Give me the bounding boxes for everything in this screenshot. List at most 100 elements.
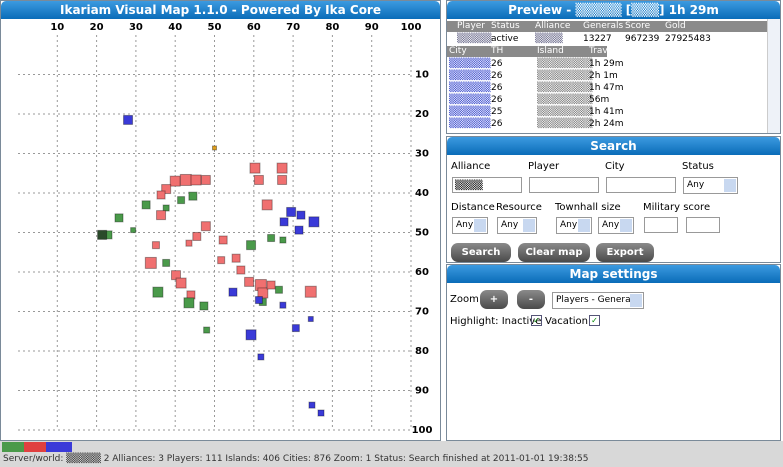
zoom-label: Zoom: [450, 294, 479, 305]
x-tick-label: 100: [401, 22, 422, 33]
label: City: [605, 161, 625, 172]
city-marker: [231, 253, 241, 263]
view-select[interactable]: Players - Generals: [552, 292, 644, 309]
city-marker: [245, 329, 257, 341]
search-title: Search: [447, 137, 780, 155]
cell: 26: [491, 83, 503, 93]
city-marker: [279, 217, 289, 227]
vacation-checkbox[interactable]: ✓: [589, 315, 600, 326]
city-marker: [249, 162, 261, 174]
cell: ▒▒▒▒▒▒: [449, 107, 491, 117]
city-marker: [156, 190, 166, 200]
cell: ▒▒▒▒▒▒: [449, 95, 491, 105]
label: Military score: [643, 202, 711, 213]
search-button[interactable]: Search: [451, 243, 511, 262]
cell: ▒▒▒▒▒▒: [449, 119, 491, 129]
y-tick-label: 70: [415, 307, 429, 318]
label: Resource: [496, 202, 542, 213]
settings-title: Map settings: [447, 265, 780, 283]
city-marker: [151, 241, 160, 250]
cell: ▒▒▒▒▒▒▒▒: [537, 59, 593, 69]
player-input[interactable]: [529, 177, 599, 193]
city-marker: [156, 210, 167, 221]
distance-select[interactable]: Any: [452, 217, 488, 234]
city-marker: [228, 287, 238, 297]
city-marker: [185, 239, 193, 247]
vacation-label: Vacation: [545, 316, 588, 327]
column-header: Score: [625, 21, 651, 31]
city-marker: [123, 114, 134, 125]
status-select[interactable]: Any: [683, 177, 738, 194]
city-marker: [276, 162, 288, 174]
city-input[interactable]: [606, 177, 676, 193]
city-marker: [291, 324, 300, 333]
alliance-input[interactable]: ▒▒▒▒: [452, 177, 522, 193]
export-button[interactable]: Export: [596, 243, 654, 262]
city-marker: [179, 173, 192, 186]
preview-panel: Preview - ▒▒▒▒▒ [▒▒▒] 1h 29m Player Statu…: [446, 0, 781, 134]
city-marker: [257, 287, 269, 299]
city-marker: [203, 326, 211, 334]
cell: ▒▒▒▒▒▒▒▒: [537, 83, 593, 93]
preview-title: Preview - ▒▒▒▒▒ [▒▒▒] 1h 29m: [447, 1, 780, 19]
city-marker: [200, 174, 211, 185]
y-tick-label: 90: [415, 386, 429, 397]
city-marker: [246, 240, 257, 251]
city-marker: [130, 227, 137, 234]
city-marker: [308, 216, 320, 228]
military-min[interactable]: [644, 217, 678, 233]
footer: Server/world: ▒▒▒▒▒ 2 Alliances: 3 Playe…: [0, 441, 783, 467]
city-marker: [254, 296, 263, 305]
resource-select[interactable]: Any: [497, 217, 537, 234]
legend-swatch: [46, 442, 72, 452]
cell: active: [491, 34, 519, 44]
cell: ▒▒▒▒▒▒▒▒: [537, 71, 593, 81]
city-marker: [296, 210, 306, 220]
cell: 26: [491, 59, 503, 69]
y-tick-label: 30: [415, 149, 429, 160]
preview-body: Player Status Alliance Generals Score Gold ▒▒▒…: [447, 19, 767, 133]
cell: ▒▒▒▒: [535, 34, 563, 44]
header-bg: [447, 46, 607, 57]
zoom-out[interactable]: -: [517, 290, 545, 309]
cell: 967239: [625, 34, 660, 44]
cell: 1h 41m: [589, 107, 624, 117]
city-marker: [170, 270, 181, 281]
y-tick-label: 40: [415, 188, 429, 199]
column-header: Generals: [583, 21, 624, 31]
label: Distance: [451, 202, 495, 213]
column-header: City: [449, 46, 467, 56]
military-max[interactable]: [686, 217, 720, 233]
city-marker: [267, 234, 276, 243]
y-tick-label: 80: [415, 346, 429, 357]
cell: 13227: [583, 34, 612, 44]
status-bar: Server/world: ▒▒▒▒▒ 2 Alliances: 3 Playe…: [3, 454, 589, 464]
x-tick-label: 60: [247, 22, 261, 33]
x-tick-label: 20: [90, 22, 104, 33]
search-panel: Search Alliance Player City Status ▒▒▒▒ …: [446, 136, 781, 263]
city-marker: [279, 236, 287, 244]
city-marker: [192, 231, 202, 241]
label: Status: [682, 161, 714, 172]
map-panel: Ikariam Visual Map 1.1.0 - Powered By Ik…: [0, 0, 441, 441]
map-title: Ikariam Visual Map 1.1.0 - Powered By Ik…: [1, 1, 440, 19]
zoom-in[interactable]: +: [480, 290, 508, 309]
clear-button[interactable]: Clear map: [518, 243, 590, 262]
x-tick-label: 40: [168, 22, 182, 33]
scrollbar[interactable]: [767, 19, 780, 133]
city-marker: [190, 174, 202, 186]
cell: 26: [491, 71, 503, 81]
townhall-select[interactable]: Any: [556, 217, 592, 234]
column-header: Gold: [665, 21, 686, 31]
inactive-checkbox[interactable]: ✓: [531, 315, 542, 326]
column-header: TH: [491, 46, 504, 56]
x-tick-label: 10: [50, 22, 64, 33]
cell: 26: [491, 95, 503, 105]
highlight-label: Highlight: Inactive: [450, 316, 542, 327]
x-tick-label: 70: [286, 22, 300, 33]
label: Townhall size: [555, 202, 621, 213]
townhall-select-2[interactable]: Any: [598, 217, 634, 234]
city-marker: [236, 265, 246, 275]
city-marker: [261, 199, 273, 211]
